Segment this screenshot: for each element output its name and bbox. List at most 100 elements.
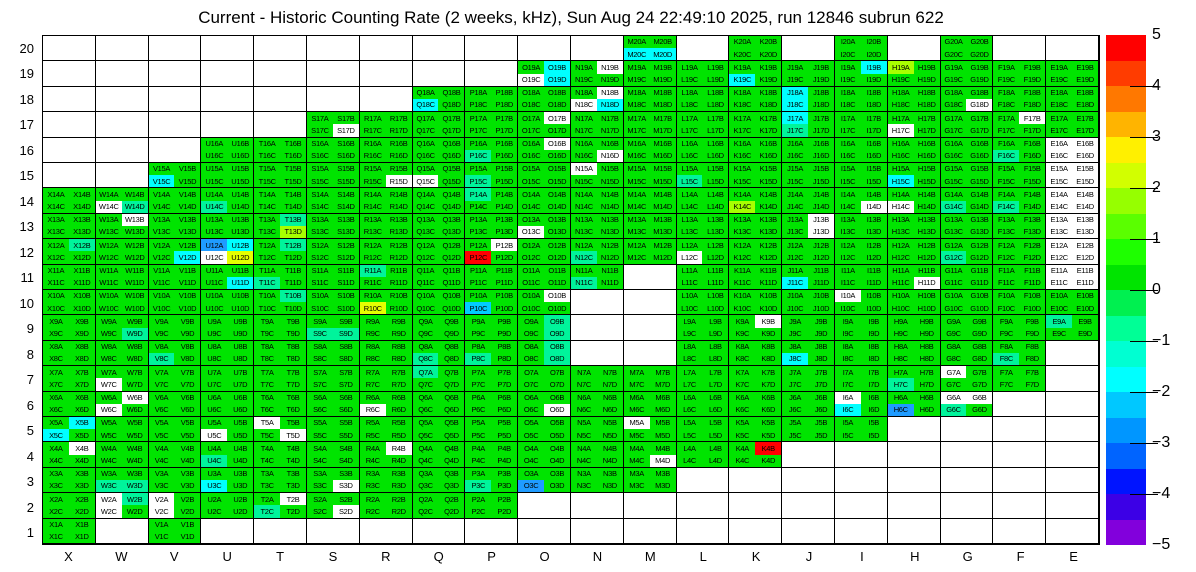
quadrant-label: F16C bbox=[997, 151, 1015, 161]
cell-quadrant: L16D bbox=[702, 149, 729, 162]
cell-quadrant: W11B bbox=[121, 264, 148, 277]
cell-quadrant: N13B bbox=[596, 213, 623, 226]
cell-quadrant: X8C bbox=[43, 352, 69, 366]
cell-quadrant: I10B bbox=[860, 289, 887, 303]
quadrant-label: V13A bbox=[152, 215, 171, 225]
cell-quadrant: S13A bbox=[306, 213, 333, 226]
quadrant-label: J7C bbox=[788, 379, 802, 389]
grid-cell: N18A N18B N18C N18D bbox=[570, 86, 624, 113]
quadrant-label: N6A bbox=[577, 392, 591, 402]
quadrant-label: O8A bbox=[524, 342, 539, 352]
cell-quadrant: N15C bbox=[570, 175, 597, 188]
cell-quadrant: K20B bbox=[755, 36, 782, 49]
quadrant-label: J17A bbox=[787, 113, 804, 123]
quadrant-label: N18A bbox=[575, 88, 593, 98]
grid-cell: S2A S2B S2C S2D bbox=[306, 493, 360, 519]
cell-quadrant: X3C bbox=[43, 479, 69, 493]
quadrant-label: K18B bbox=[759, 88, 777, 98]
quadrant-label: S11C bbox=[311, 278, 329, 288]
cell-quadrant: U7D bbox=[227, 378, 254, 391]
cell-quadrant: R4D bbox=[385, 454, 412, 467]
quadrant-label: J15D bbox=[812, 176, 830, 186]
quadrant-label: N7A bbox=[577, 367, 591, 377]
cell-quadrant: V5B bbox=[174, 416, 201, 430]
cell-quadrant: R15B bbox=[385, 162, 412, 176]
quadrant-label: U12A bbox=[205, 240, 224, 250]
quadrant-label: U13B bbox=[231, 215, 250, 225]
grid-cell: J5A J5B J5C J5D bbox=[782, 416, 835, 443]
quadrant-label: P13A bbox=[469, 215, 487, 225]
cell-quadrant: O19A bbox=[518, 61, 545, 74]
quadrant-label: P9A bbox=[471, 316, 486, 326]
grid-cell bbox=[729, 467, 783, 494]
cell-quadrant: G13A bbox=[940, 213, 967, 226]
quadrant-label: O3C bbox=[523, 481, 539, 491]
cell-quadrant: K8D bbox=[755, 352, 782, 366]
quadrant-label: N18C bbox=[574, 100, 593, 110]
cell-quadrant: S13B bbox=[332, 213, 359, 226]
cell-quadrant: X13B bbox=[68, 213, 95, 226]
cell-quadrant: U8A bbox=[201, 340, 228, 353]
quadrant-label: L14A bbox=[681, 189, 698, 199]
cell-quadrant: K10C bbox=[729, 302, 756, 315]
cell-quadrant: X6A bbox=[43, 391, 69, 404]
quadrant-label: X10C bbox=[47, 303, 65, 313]
cell-quadrant: V2A bbox=[148, 493, 175, 506]
cell-quadrant: R2B bbox=[385, 493, 412, 506]
cell-quadrant: T12D bbox=[280, 251, 306, 264]
cell-quadrant: F15A bbox=[993, 162, 1020, 176]
grid-cell: S13A S13B S13C S13D bbox=[306, 213, 360, 240]
quadrant-label: N3C bbox=[576, 481, 591, 491]
quadrant-label: I10B bbox=[866, 291, 882, 301]
cell-quadrant: H14C bbox=[887, 200, 914, 213]
quadrant-label: T12C bbox=[258, 252, 276, 262]
cell-quadrant: U15C bbox=[201, 175, 228, 188]
quadrant-label: I9B bbox=[868, 316, 880, 326]
cell-quadrant: F9D bbox=[1019, 327, 1046, 340]
cell-quadrant: S12C bbox=[306, 251, 333, 264]
colorbar-band bbox=[1106, 315, 1146, 341]
grid-cell: L7A L7B L7C L7D bbox=[676, 366, 730, 392]
cell-quadrant: S11C bbox=[306, 276, 333, 289]
grid-cell: I10A I10B I10C I10D bbox=[834, 289, 888, 316]
cell-quadrant: W9C bbox=[95, 327, 122, 340]
quadrant-label: P8A bbox=[471, 342, 486, 352]
quadrant-label: E15D bbox=[1076, 176, 1094, 186]
quadrant-label: I9D bbox=[868, 328, 880, 338]
colorbar-band bbox=[1106, 264, 1146, 290]
grid-cell: I13A I13B I13C I13D bbox=[834, 213, 888, 240]
cell-quadrant: K16B bbox=[755, 137, 782, 150]
cell-quadrant: O12C bbox=[518, 251, 545, 264]
cell-quadrant: U11D bbox=[227, 276, 254, 289]
quadrant-label: G19B bbox=[970, 62, 989, 72]
cell-quadrant: J11C bbox=[782, 276, 809, 289]
cell-quadrant: F10C bbox=[993, 302, 1020, 315]
cell-quadrant: I19D bbox=[860, 73, 887, 86]
quadrant-label: T7B bbox=[286, 367, 300, 377]
quadrant-label: F15B bbox=[1023, 164, 1041, 174]
quadrant-label: F13A bbox=[997, 215, 1015, 225]
quadrant-label: J19C bbox=[786, 74, 804, 84]
grid-cell: U4A U4B U4C U4D bbox=[201, 442, 255, 468]
cell-quadrant: J19A bbox=[782, 61, 809, 74]
quadrant-label: O15D bbox=[547, 176, 567, 186]
grid-cell: E19A E19B E19C E19D bbox=[1046, 61, 1099, 87]
cell-quadrant: F18B bbox=[1019, 86, 1046, 99]
quadrant-label: M13B bbox=[653, 215, 672, 225]
quadrant-label: E19C bbox=[1050, 74, 1068, 84]
quadrant-label: U11B bbox=[231, 265, 249, 275]
cell-quadrant: U6C bbox=[201, 403, 228, 416]
quadrant-label: O3D bbox=[549, 481, 565, 491]
quadrant-label: U11D bbox=[231, 278, 250, 288]
cell-quadrant: H7C bbox=[887, 378, 914, 391]
cell-quadrant: L7A bbox=[676, 366, 703, 379]
grid-cell bbox=[306, 518, 360, 544]
cell-quadrant: P16C bbox=[465, 149, 492, 162]
quadrant-label: U3A bbox=[207, 469, 222, 479]
quadrant-label: O4A bbox=[524, 443, 539, 453]
cell-quadrant: K15B bbox=[755, 162, 782, 176]
cell-quadrant: S12A bbox=[306, 239, 333, 252]
quadrant-label: W10A bbox=[99, 291, 119, 301]
cell-quadrant: L6D bbox=[702, 403, 729, 416]
cell-quadrant: M14C bbox=[623, 200, 650, 213]
